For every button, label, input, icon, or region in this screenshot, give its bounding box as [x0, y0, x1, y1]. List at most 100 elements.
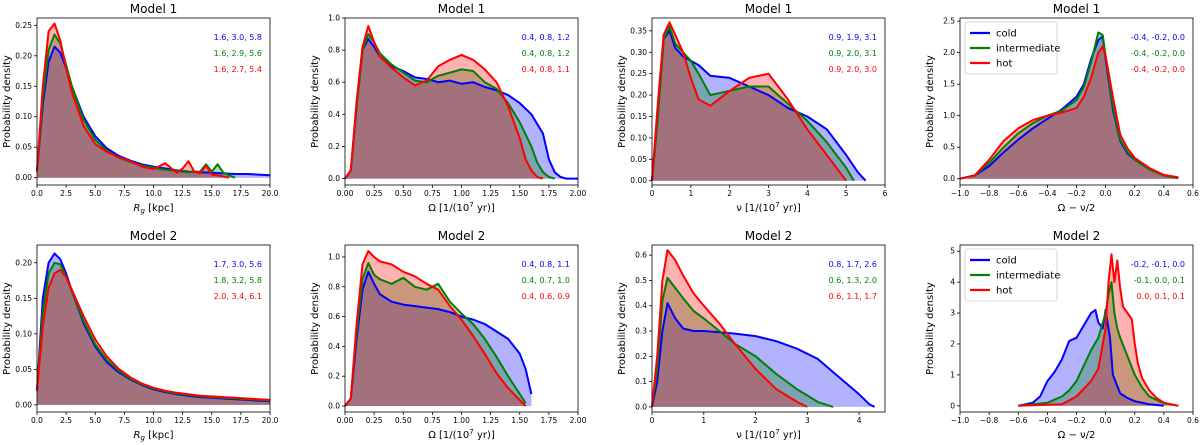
- y-tick-label: 0.0: [328, 174, 340, 183]
- legend-label-intermediate: intermediate: [996, 44, 1060, 55]
- y-tick-label: 0.10: [630, 133, 647, 142]
- y-axis-label: Probability density: [2, 55, 13, 148]
- x-tick-label: 17.5: [233, 189, 250, 198]
- y-tick-label: 0.6: [328, 78, 340, 87]
- y-tick-label: 0.8: [328, 282, 340, 291]
- panel-title: Model 2: [1053, 229, 1100, 243]
- y-tick-label: 5: [950, 247, 955, 256]
- panel-1: Model 1 0.0 2.5 5.0 7.5 10.0 12.5 15.0 17.5 20.0 0…: [2, 2, 279, 215]
- x-tick-label: 0.00: [337, 416, 354, 425]
- x-tick-label: 12.5: [174, 189, 191, 198]
- legend: cold intermediate hot: [964, 21, 1060, 75]
- legend-label-hot: hot: [996, 59, 1012, 70]
- x-tick-label: 4: [857, 416, 862, 425]
- line-cold: [651, 29, 867, 182]
- y-tick-label: 0.15: [15, 82, 32, 91]
- line-hot: [1018, 253, 1179, 407]
- x-tick-label: 0.0: [31, 189, 43, 198]
- legend: cold intermediate hot: [964, 248, 1060, 302]
- stat-intermediate: 0.9, 2.0, 3.1: [829, 49, 877, 58]
- y-axis-label: Probability density: [2, 282, 13, 375]
- y-tick-label: 0.00: [15, 173, 32, 182]
- legend-label-hot: hot: [996, 286, 1012, 297]
- y-tick-label: 0.05: [630, 155, 647, 164]
- x-tick-label: −0.4: [1038, 416, 1056, 425]
- y-tick-label: 0.20: [630, 91, 647, 100]
- line-intermediate: [959, 31, 1179, 180]
- x-tick-label: 0.25: [366, 416, 383, 425]
- x-tick-label: 4: [805, 189, 810, 198]
- line-hot: [344, 250, 527, 407]
- stat-intermediate: 1.8, 3.2, 5.8: [214, 276, 262, 285]
- y-tick-label: 0.00: [630, 176, 647, 185]
- area-intermediate: [345, 262, 526, 406]
- panel-6: Model 2 0.00 0.25 0.50 0.75 1.00 1.25 1.50 1.75 2…: [310, 229, 587, 441]
- x-tick-label: −0.6: [1009, 189, 1027, 198]
- area-hot: [37, 269, 270, 405]
- x-tick-label: 0.75: [424, 416, 441, 425]
- x-tick-label: 0: [650, 416, 655, 425]
- x-tick-label: 1.00: [453, 416, 470, 425]
- area-hot: [345, 251, 526, 406]
- stat-hot: 2.0, 3.4, 6.1: [214, 292, 262, 301]
- y-tick-label: 2: [950, 339, 955, 348]
- area-cold: [345, 38, 578, 179]
- line-hot: [651, 21, 847, 182]
- y-tick-label: 1.5: [943, 80, 955, 89]
- stat-hot: -0.4, -0.2, 0.0: [1131, 65, 1185, 74]
- stat-cold: 0.4, 0.8, 1.1: [522, 260, 570, 269]
- x-tick-label: 3: [805, 416, 810, 425]
- y-axis-label: Probability density: [617, 282, 628, 375]
- legend-label-intermediate: intermediate: [996, 271, 1060, 282]
- stat-intermediate: 1.6, 2.9, 5.6: [214, 49, 262, 58]
- x-tick-label: −0.2: [1067, 416, 1085, 425]
- y-tick-label: 0.4: [328, 110, 340, 119]
- y-axis-label: Probability density: [310, 282, 321, 375]
- line-intermediate: [344, 33, 555, 180]
- y-tick-label: 0.30: [630, 48, 647, 57]
- stat-hot: 0.6, 1.1, 1.7: [829, 292, 877, 301]
- x-tick-label: 1.25: [482, 189, 499, 198]
- stat-hot: 0.4, 0.8, 1.1: [522, 65, 570, 74]
- y-tick-label: 0.4: [328, 342, 340, 351]
- panel-title: Model 2: [130, 229, 177, 243]
- x-tick-label: 0.6: [1187, 189, 1199, 198]
- panel-3: Model 1 0 1 2 3 4 5 6 0.00 0.05 0.10 0.15 0.20 0.25 0.…: [617, 2, 888, 214]
- x-tick-label: 2.00: [570, 189, 587, 198]
- y-tick-label: 0.20: [15, 258, 32, 267]
- x-tick-label: 1.50: [511, 416, 528, 425]
- y-tick-label: 0.2: [635, 352, 647, 361]
- x-tick-label: 2.00: [570, 416, 587, 425]
- area-intermediate: [652, 277, 834, 407]
- y-tick-label: 0.05: [15, 143, 32, 152]
- y-tick-label: 0.00: [15, 400, 32, 409]
- x-tick-label: 0.0: [31, 416, 43, 425]
- x-tick-label: 6: [883, 189, 888, 198]
- panel-title: Model 1: [130, 2, 177, 16]
- y-tick-label: 0.5: [635, 276, 647, 285]
- x-tick-label: 0.2: [1129, 189, 1141, 198]
- x-tick-label: 12.5: [174, 416, 191, 425]
- y-tick-label: 0.15: [630, 112, 647, 121]
- panel-title: Model 2: [745, 229, 792, 243]
- x-tick-label: 0.50: [395, 189, 412, 198]
- area-hot: [652, 22, 847, 181]
- y-tick-label: 0.4: [635, 301, 647, 310]
- x-tick-label: 0.4: [1158, 416, 1170, 425]
- x-tick-label: 3: [766, 189, 771, 198]
- x-tick-label: 5: [844, 189, 849, 198]
- x-tick-label: 1.25: [482, 416, 499, 425]
- legend-box: [964, 248, 1058, 302]
- panel-title: Model 1: [745, 2, 792, 16]
- legend-label-cold: cold: [996, 29, 1017, 40]
- y-tick-label: 1.0: [328, 14, 340, 23]
- x-tick-label: 2: [727, 189, 732, 198]
- x-tick-label: 20.0: [262, 189, 279, 198]
- panel-title: Model 1: [438, 2, 485, 16]
- x-tick-label: 0.25: [366, 189, 383, 198]
- line-intermediate: [344, 261, 527, 407]
- area-intermediate: [1018, 282, 1179, 406]
- panel-title: Model 1: [1053, 2, 1100, 16]
- stat-intermediate: -0.1, 0.0, 0.1: [1134, 276, 1185, 285]
